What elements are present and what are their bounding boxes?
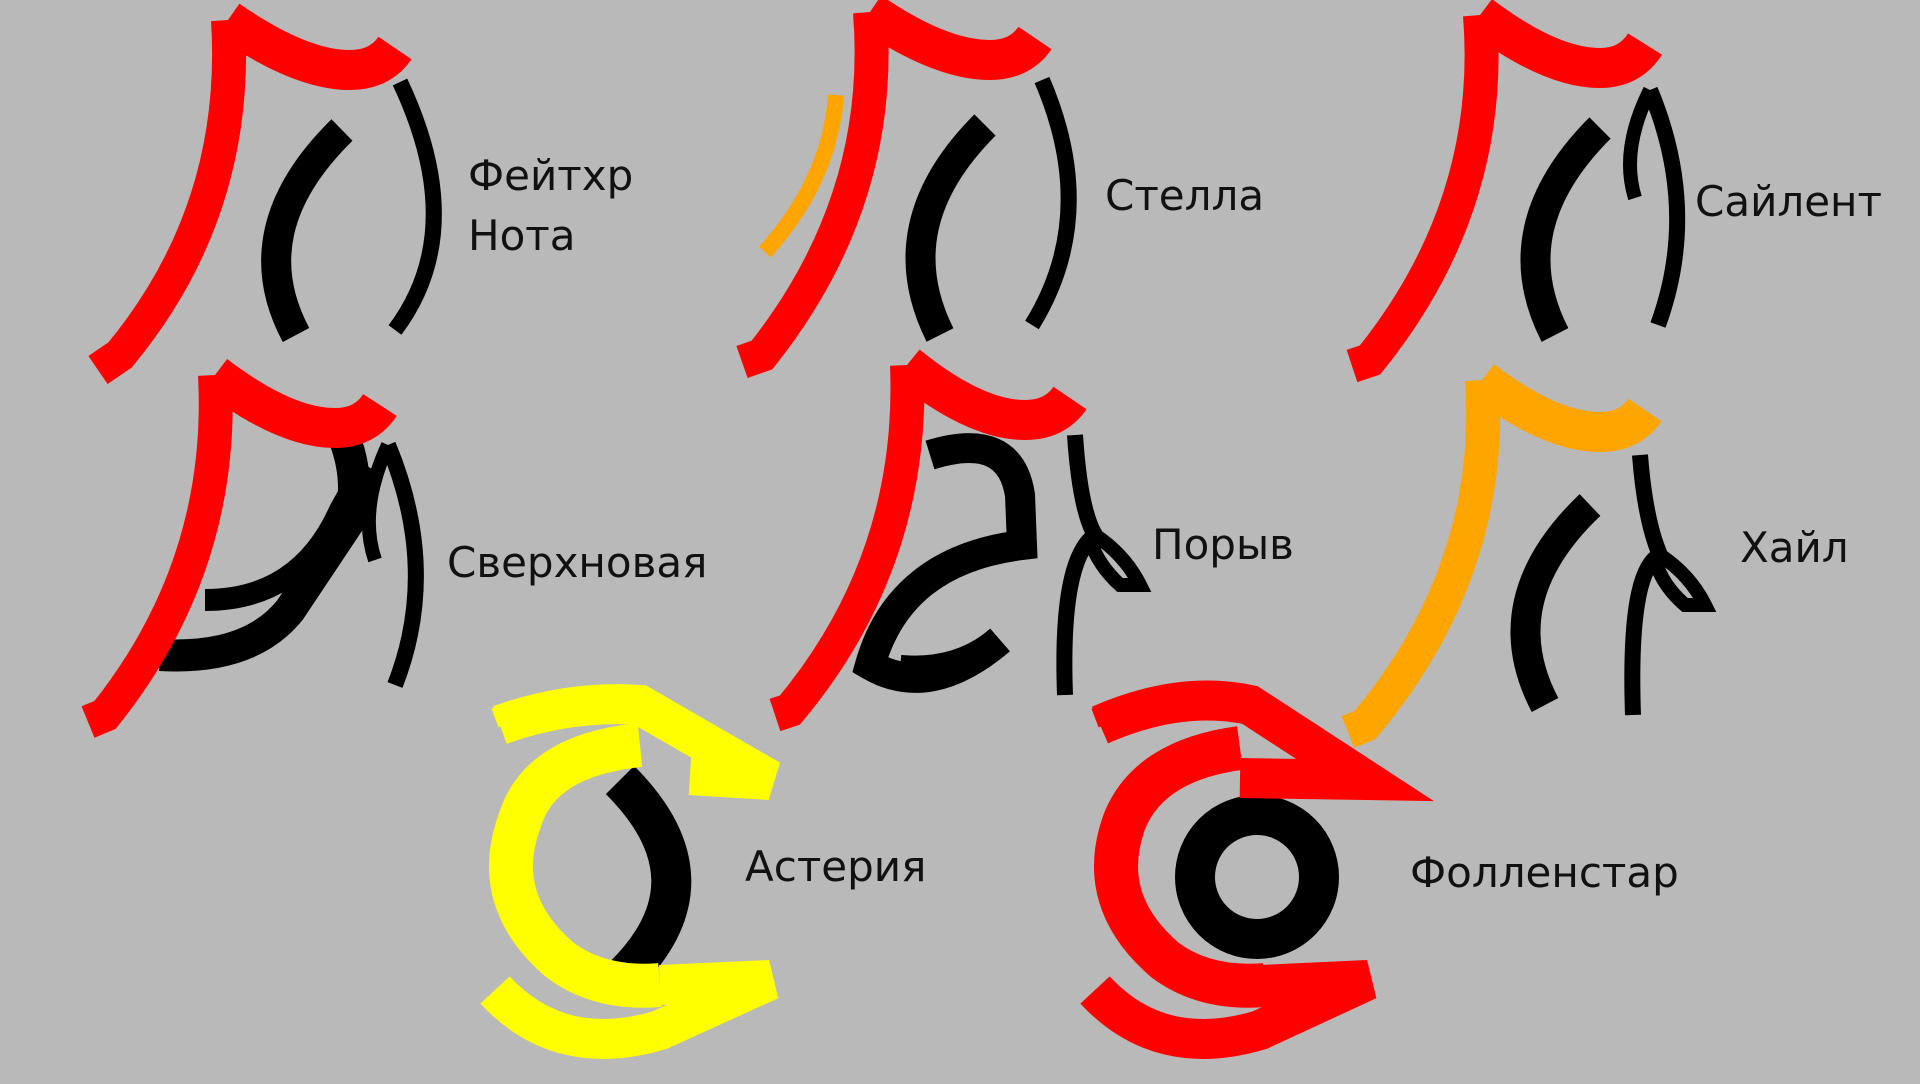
black-leaf-curve: [361, 442, 395, 563]
red-bottom-arc: [1080, 960, 1377, 1059]
symbol-sailent-glyph: [1346, 0, 1686, 383]
orange-arc-stroke: [1469, 364, 1662, 453]
black-thin-curve: [380, 441, 424, 688]
black-leaf-curve: [1083, 529, 1152, 592]
symbol-follenstar-glyph: [1080, 680, 1434, 1059]
black-bowl-inner: [204, 459, 375, 611]
black-thin-curve: [1642, 86, 1686, 328]
black-thin-curve: [1025, 76, 1077, 330]
symbol-feitkhr-nota-glyph: [88, 3, 442, 385]
red-main-stroke: [769, 364, 925, 732]
black-crescent-stroke: [605, 765, 692, 990]
red-arc-stroke: [1467, 0, 1662, 89]
symbol-label-line: Порыв: [1152, 520, 1294, 569]
black-inner-curve: [1510, 494, 1601, 712]
symbol-label-line: Фолленстар: [1410, 848, 1679, 897]
symbol-label-stella: Стелла: [1105, 166, 1264, 226]
red-main-stroke: [88, 18, 247, 385]
black-stem-stroke: [1624, 454, 1671, 716]
red-arc-stroke: [216, 3, 412, 91]
red-main-stroke: [736, 10, 889, 379]
symbol-label-sverkhnovaya: Сверхновая: [447, 533, 707, 593]
black-inner-curve: [905, 114, 996, 342]
red-arc-stroke: [858, 0, 1052, 81]
symbol-label-asteriya: Астерия: [745, 837, 926, 897]
black-thin-curve: [388, 78, 442, 335]
symbol-label-feitkhr-nota: Фейтхр Нота: [468, 146, 633, 266]
symbol-label-line: Стелла: [1105, 171, 1265, 220]
symbol-label-line: Нота: [468, 211, 576, 260]
symbol-poryv-glyph: [769, 349, 1152, 732]
symbol-label-line: Фейтхр: [468, 151, 634, 200]
black-hook-stroke: [898, 628, 1010, 686]
symbol-label-line: Сайлент: [1695, 177, 1882, 226]
symbol-label-follenstar: Фолленстар: [1410, 843, 1679, 903]
red-arc-stroke: [894, 349, 1087, 441]
black-ring-stroke: [1175, 795, 1339, 959]
symbol-label-line: Сверхновая: [447, 538, 708, 587]
red-ring-stroke: [1094, 726, 1267, 1008]
red-top-arc-outer: [1091, 693, 1366, 784]
yellow-ring-stroke: [489, 723, 662, 1008]
symbol-label-line: Астерия: [745, 842, 927, 891]
orange-accent-stroke: [759, 94, 844, 258]
symbol-label-line: Хайл: [1740, 523, 1849, 572]
red-main-stroke: [81, 374, 233, 738]
yellow-top-arc-outer: [491, 693, 766, 784]
black-stem-stroke: [1056, 434, 1106, 696]
symbol-label-poryv: Порыв: [1152, 515, 1294, 575]
red-main-stroke: [1346, 13, 1499, 383]
symbol-khail-glyph: [1341, 364, 1717, 748]
symbol-label-khail: Хайл: [1740, 518, 1849, 578]
black-leaf-curve: [1648, 549, 1717, 612]
orange-main-stroke: [1341, 378, 1501, 748]
symbol-asteriya-glyph: [480, 684, 780, 1059]
black-leaf-curve: [1623, 86, 1657, 201]
symbol-sverkhnovaya-glyph: [81, 358, 424, 738]
black-inner-curve: [261, 119, 353, 343]
symbol-stella-glyph: [736, 0, 1077, 379]
yellow-bottom-arc: [480, 960, 779, 1059]
red-arc-stroke: [202, 358, 397, 449]
black-inner-curve: [1520, 117, 1611, 342]
symbol-label-sailent: Сайлент: [1695, 172, 1882, 232]
